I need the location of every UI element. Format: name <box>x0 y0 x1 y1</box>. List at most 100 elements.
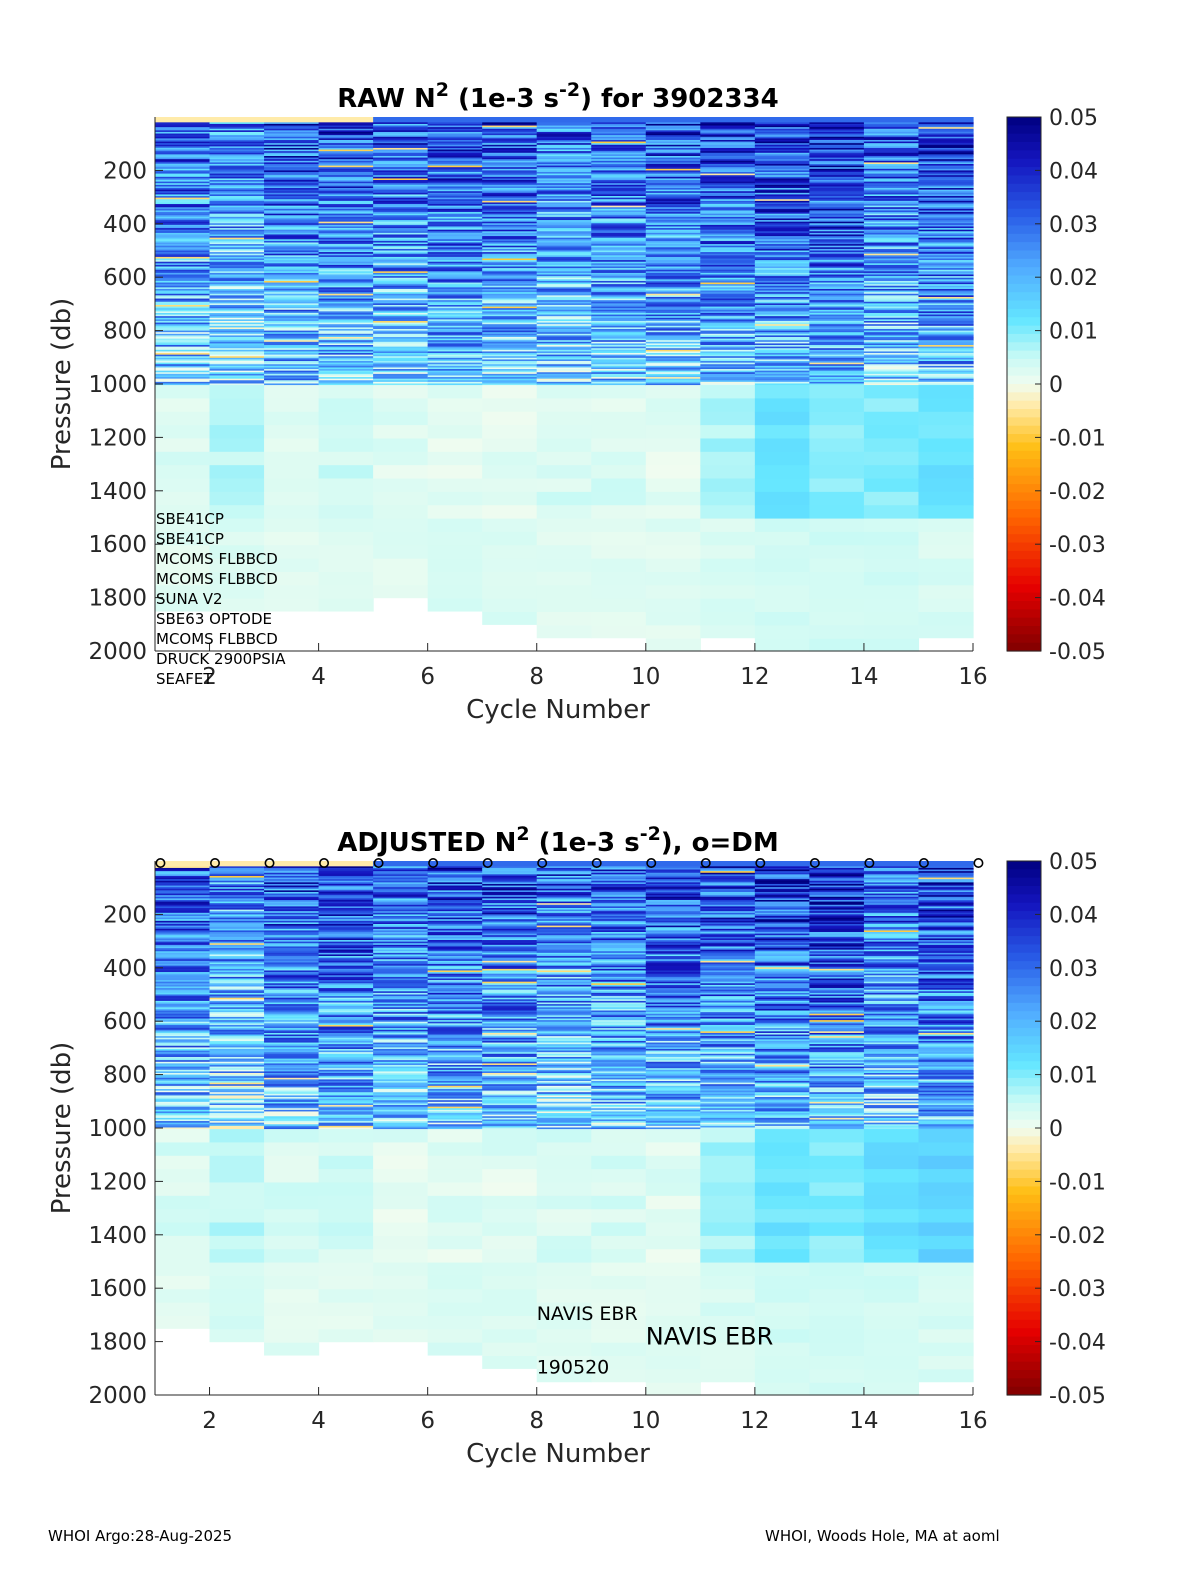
heatmap-cell <box>264 266 320 269</box>
heatmap-cell <box>427 192 483 196</box>
heatmap-cell <box>700 330 756 333</box>
heatmap-cell <box>536 256 592 260</box>
heatmap-cell <box>645 951 701 954</box>
heatmap-cell <box>645 319 701 322</box>
heatmap-cell <box>700 122 756 125</box>
heatmap-cell <box>318 917 374 920</box>
heatmap-cell <box>427 332 483 335</box>
heatmap-cell <box>645 343 701 346</box>
heatmap-cell <box>264 1100 320 1103</box>
heatmap-cell <box>209 314 265 317</box>
heatmap-cell <box>591 181 647 184</box>
heatmap-cell <box>863 370 920 373</box>
heatmap-cell <box>373 951 429 954</box>
heatmap-cell <box>155 1101 211 1105</box>
heatmap-cell <box>427 277 483 280</box>
heatmap-cell <box>754 369 810 372</box>
heatmap-cell <box>318 932 374 935</box>
heatmap-cell <box>264 932 320 935</box>
heatmap-cell <box>591 1093 647 1097</box>
heatmap-cell <box>591 1060 647 1063</box>
heatmap-cell <box>536 168 592 171</box>
heatmap-cell <box>482 558 538 573</box>
heatmap-cell <box>482 1002 538 1005</box>
heatmap-cell <box>591 330 647 333</box>
heatmap-cell <box>264 279 320 282</box>
sensor-label: SUNA V2 <box>156 590 223 608</box>
heatmap-cell <box>318 149 374 152</box>
heatmap-cell <box>318 968 374 972</box>
heatmap-cell <box>809 354 865 357</box>
heatmap-cell <box>427 948 483 951</box>
heatmap-cell <box>373 1055 429 1058</box>
heatmap-cell <box>482 1235 538 1250</box>
heatmap-cell <box>264 938 320 941</box>
heatmap-cell <box>754 965 810 968</box>
heatmap-cell <box>700 117 756 123</box>
heatmap-cell <box>645 935 701 938</box>
heatmap-cell <box>318 287 374 290</box>
heatmap-cell <box>809 236 865 239</box>
heatmap-cell <box>318 965 374 968</box>
heatmap-cell <box>482 131 538 135</box>
heatmap-cell <box>427 1095 483 1098</box>
heatmap-cell <box>318 245 374 248</box>
heatmap-cell <box>700 1007 756 1010</box>
heatmap-cell <box>645 196 701 199</box>
heatmap-cell <box>373 1089 429 1092</box>
heatmap-cell <box>645 994 701 997</box>
heatmap-cell <box>482 936 538 940</box>
heatmap-cell <box>209 877 265 880</box>
heatmap-cell <box>318 1069 374 1072</box>
heatmap-cell <box>373 288 429 292</box>
heatmap-cell <box>700 1117 756 1121</box>
heatmap-cell <box>264 345 320 348</box>
heatmap-cell <box>427 545 483 560</box>
heatmap-cell <box>809 226 865 229</box>
heatmap-cell <box>209 932 265 935</box>
heatmap-cell <box>209 245 265 248</box>
heatmap-cell <box>754 135 810 138</box>
heatmap-cell <box>427 976 483 980</box>
heatmap-cell <box>264 357 320 361</box>
heatmap-cell <box>591 287 647 290</box>
heatmap-cell <box>536 327 592 330</box>
heatmap-cell <box>536 184 592 188</box>
heatmap-cell <box>209 882 265 885</box>
heatmap-cell <box>373 1005 429 1008</box>
heatmap-cell <box>754 268 810 271</box>
heatmap-cell <box>700 128 756 131</box>
heatmap-cell <box>427 226 483 229</box>
heatmap-cell <box>209 123 265 127</box>
heatmap-cell <box>155 324 211 327</box>
heatmap-cell <box>482 1055 538 1058</box>
heatmap-cell <box>645 295 701 298</box>
heatmap-cell <box>809 378 865 381</box>
heatmap-cell <box>863 385 920 400</box>
heatmap-cell <box>427 1023 483 1026</box>
heatmap-cell <box>809 346 865 349</box>
heatmap-cell <box>209 159 265 162</box>
heatmap-cell <box>373 255 429 258</box>
heatmap-cell <box>427 1155 483 1170</box>
heatmap-cell <box>318 178 374 181</box>
heatmap-cell <box>700 964 756 967</box>
heatmap-cell <box>427 183 483 186</box>
heatmap-cell <box>155 885 211 888</box>
heatmap-cell <box>536 220 592 223</box>
heatmap-cell <box>536 1069 592 1072</box>
heatmap-cell <box>754 212 810 215</box>
heatmap-cell <box>427 959 483 962</box>
heatmap-cell <box>427 221 483 224</box>
heatmap-cell <box>209 309 265 312</box>
heatmap-cell <box>591 411 647 426</box>
heatmap-cell <box>918 269 974 272</box>
heatmap-cell <box>155 348 211 351</box>
heatmap-cell <box>318 162 374 165</box>
heatmap-cell <box>155 962 211 965</box>
heatmap-cell <box>318 975 374 978</box>
heatmap-cell <box>591 938 647 941</box>
heatmap-cell <box>264 988 320 991</box>
heatmap-cell <box>264 365 320 369</box>
heatmap-cell <box>536 903 592 906</box>
